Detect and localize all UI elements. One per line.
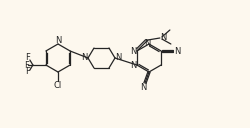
Text: N: N: [160, 34, 166, 42]
Text: N: N: [130, 61, 136, 70]
Text: N: N: [55, 36, 61, 45]
Text: N: N: [140, 83, 146, 92]
Text: F: F: [24, 61, 29, 70]
Text: N: N: [144, 39, 150, 48]
Text: F: F: [26, 54, 30, 62]
Text: N: N: [130, 46, 136, 56]
Text: N: N: [174, 46, 180, 56]
Text: F: F: [26, 67, 30, 77]
Text: Cl: Cl: [54, 81, 62, 90]
Text: N: N: [81, 54, 88, 62]
Text: N: N: [115, 54, 122, 62]
